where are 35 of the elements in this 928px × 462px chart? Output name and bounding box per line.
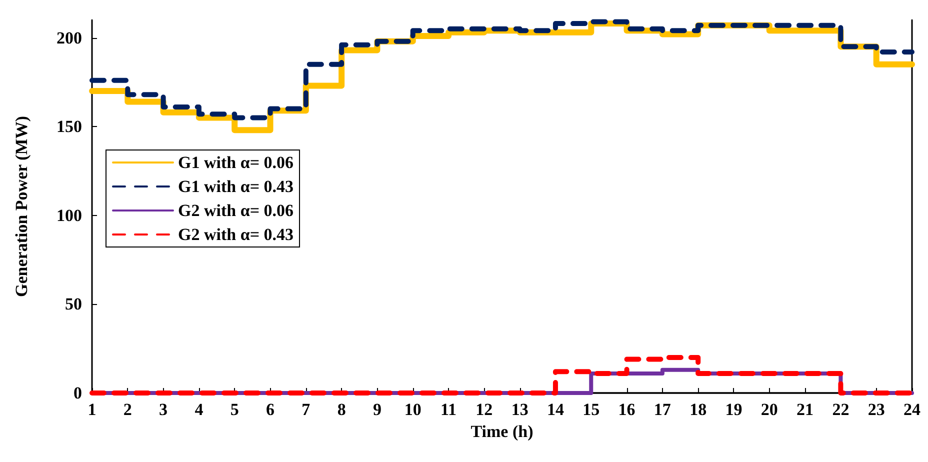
- x-tick-label: 15: [582, 400, 600, 419]
- x-tick-label: 16: [618, 400, 636, 419]
- x-tick-label: 3: [159, 400, 168, 419]
- x-tick-label: 24: [904, 400, 921, 419]
- x-tick-label: 18: [690, 400, 707, 419]
- legend-label: G2 with α= 0.06: [178, 201, 294, 220]
- legend-label: G1 with α= 0.06: [178, 153, 294, 172]
- x-tick-label: 22: [832, 400, 850, 419]
- legend-label: G2 with α= 0.43: [178, 225, 294, 244]
- x-tick-label: 14: [546, 400, 564, 419]
- x-tick-label: 10: [404, 400, 422, 419]
- x-tick-label: 12: [476, 400, 493, 419]
- x-tick-label: 2: [123, 400, 132, 419]
- x-tick-label: 21: [796, 400, 814, 419]
- x-tick-label: 17: [654, 400, 672, 419]
- y-tick-label: 150: [56, 117, 82, 136]
- x-tick-label: 20: [760, 400, 778, 419]
- y-axis-title: Generation Power (MW): [12, 116, 31, 297]
- x-axis-title: Time (h): [470, 422, 534, 441]
- x-tick-label: 4: [194, 400, 204, 419]
- y-tick-label: 200: [56, 28, 82, 48]
- x-tick-label: 5: [230, 400, 239, 419]
- x-tick-label: 6: [266, 400, 275, 419]
- x-tick-label: 23: [868, 400, 885, 419]
- legend-label: G1 with α= 0.43: [178, 177, 294, 196]
- x-tick-label: 1: [88, 400, 96, 419]
- x-tick-label: 9: [372, 400, 382, 419]
- y-tick-label: 50: [65, 294, 82, 314]
- x-tick-label: 8: [337, 400, 346, 419]
- x-tick-label: 11: [440, 400, 457, 419]
- x-tick-label: 13: [511, 400, 528, 419]
- y-tick-label: 0: [74, 384, 82, 402]
- y-tick-label: 100: [56, 206, 82, 225]
- x-tick-label: 19: [725, 400, 742, 419]
- x-tick-label: 7: [302, 400, 311, 419]
